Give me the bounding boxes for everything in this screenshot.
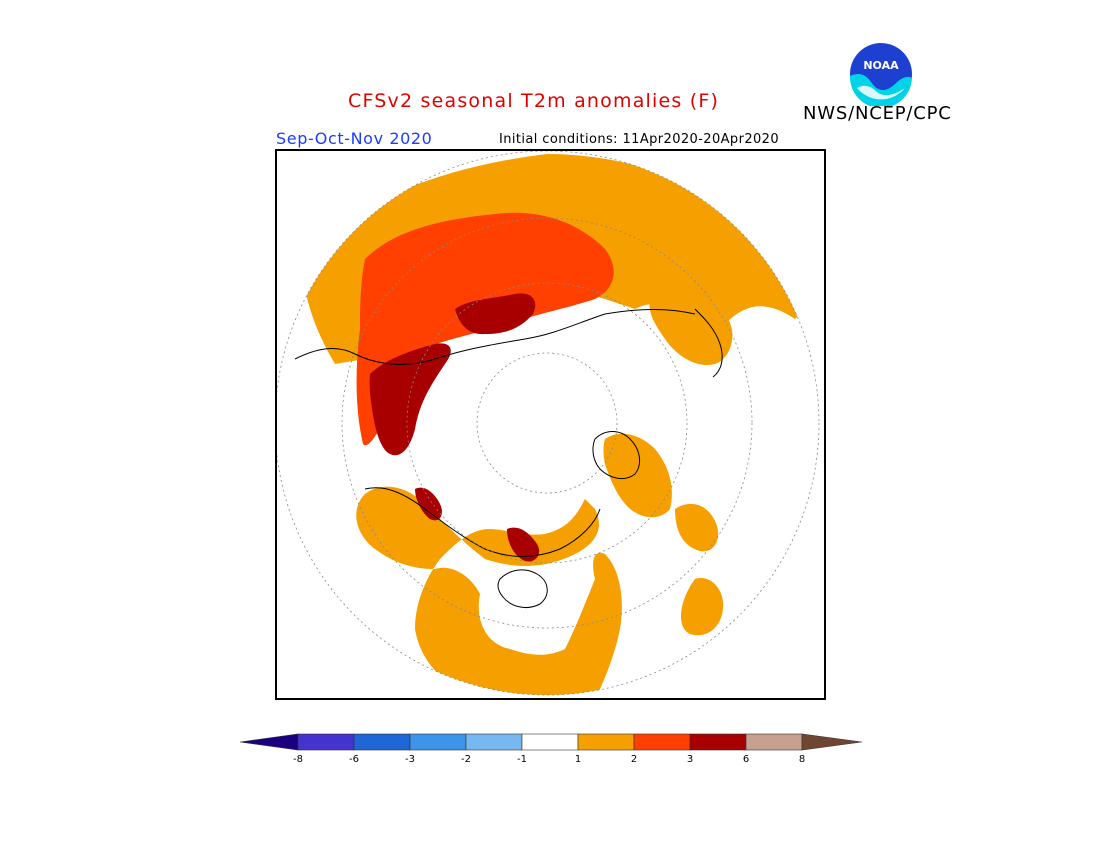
- graticule-80n: [476, 352, 618, 494]
- agency-label: NWS/NCEP/CPC: [803, 103, 952, 124]
- anomaly-alaska: [675, 503, 719, 552]
- anomaly-europe: [649, 294, 733, 365]
- colorbar-swatch: [689, 733, 747, 751]
- coastline-hudson: [497, 569, 548, 608]
- coastline-eurasia: [294, 309, 696, 365]
- anomaly-laptev: [455, 293, 536, 335]
- colorbar-tick-label: 8: [799, 754, 805, 765]
- season-label: Sep-Oct-Nov 2020: [276, 129, 433, 148]
- colorbar-tick-label: -6: [349, 754, 359, 765]
- colorbar-swatch: [353, 733, 411, 751]
- colorbar-swatch: [633, 733, 691, 751]
- colorbar-tick-label: 3: [687, 754, 693, 765]
- colorbar-swatch: [297, 733, 355, 751]
- anomaly-hudson-rim: [415, 487, 442, 521]
- colorbar-tick-label: -3: [405, 754, 415, 765]
- map-border: [275, 149, 826, 700]
- colorbar-tick-label: 6: [743, 754, 749, 765]
- graticule-70n: [406, 282, 688, 564]
- graticule-60n: [341, 217, 753, 629]
- initial-conditions-label: Initial conditions: 11Apr2020-20Apr2020: [499, 132, 780, 147]
- coastline-greenland: [592, 431, 641, 480]
- anomaly-map: [275, 149, 826, 700]
- colorbar-tick-label: 2: [631, 754, 637, 765]
- anomaly-labrador: [603, 433, 672, 518]
- coastline-north-america: [364, 487, 601, 557]
- anomaly-canadian-archipelago: [507, 527, 540, 562]
- colorbar-swatch: [465, 733, 523, 751]
- colorbar-swatch: [521, 733, 579, 751]
- colorbar: -8 -6 -3 -2 -1 1 2 3 6 8: [239, 733, 862, 765]
- colorbar-tick-label: -8: [293, 754, 303, 765]
- anomaly-east-siberia: [369, 343, 451, 456]
- noaa-logo-text: NOAA: [863, 59, 899, 72]
- coastline-scandinavia: [694, 308, 723, 378]
- colorbar-tick-label: 1: [575, 754, 581, 765]
- noaa-logo: NOAA: [849, 43, 912, 106]
- colorbar-swatch: [409, 733, 467, 751]
- chart-title: CFSv2 seasonal T2m anomalies (F): [348, 90, 720, 112]
- colorbar-tick-label: -1: [517, 754, 527, 765]
- anomaly-greenland-east: [680, 578, 724, 636]
- colorbar-arrow-left: [239, 733, 299, 751]
- colorbar-arrow-right: [801, 733, 862, 751]
- anomaly-north-america: [356, 486, 622, 695]
- colorbar-swatch: [745, 733, 803, 751]
- colorbar-swatch: [577, 733, 635, 751]
- colorbar-tick-label: -2: [461, 754, 471, 765]
